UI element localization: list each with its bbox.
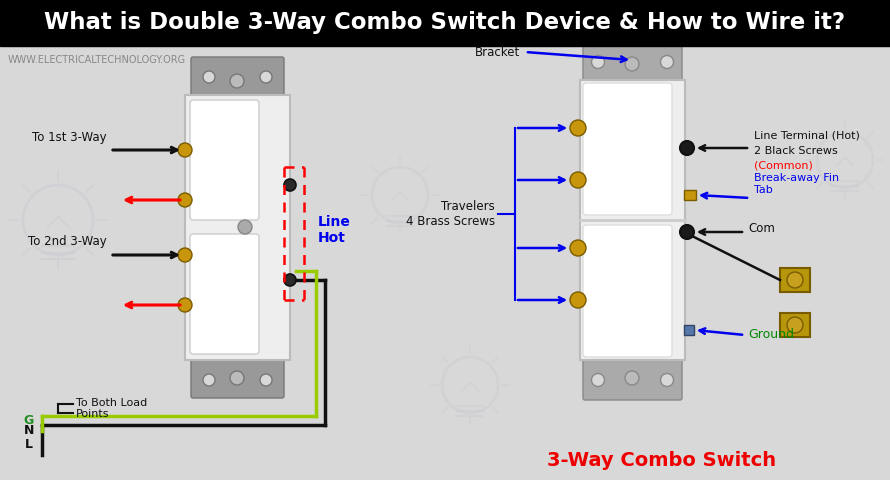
Text: (Common): (Common) xyxy=(754,161,813,171)
Circle shape xyxy=(660,373,674,386)
Text: Break-away Fin
Tab: Break-away Fin Tab xyxy=(754,173,839,195)
Bar xyxy=(185,95,290,360)
Circle shape xyxy=(203,71,215,83)
Circle shape xyxy=(230,74,244,88)
FancyBboxPatch shape xyxy=(583,225,672,357)
Circle shape xyxy=(570,172,586,188)
FancyBboxPatch shape xyxy=(190,100,259,220)
Text: WWW.ELECTRICALTECHNOLOGY.ORG: WWW.ELECTRICALTECHNOLOGY.ORG xyxy=(8,55,186,65)
Text: To 1st 3-Way: To 1st 3-Way xyxy=(32,131,107,144)
Text: Mounting
Bracket: Mounting Bracket xyxy=(465,31,520,59)
Circle shape xyxy=(787,317,803,333)
FancyBboxPatch shape xyxy=(583,83,672,215)
Circle shape xyxy=(284,179,296,191)
Circle shape xyxy=(178,143,192,157)
Circle shape xyxy=(260,71,272,83)
Circle shape xyxy=(178,193,192,207)
Circle shape xyxy=(260,374,272,386)
Text: Ground: Ground xyxy=(748,328,794,341)
FancyBboxPatch shape xyxy=(583,40,682,86)
Circle shape xyxy=(787,272,803,288)
Bar xyxy=(684,190,696,200)
Circle shape xyxy=(570,120,586,136)
Circle shape xyxy=(230,371,244,385)
Circle shape xyxy=(284,274,296,286)
Circle shape xyxy=(625,371,639,385)
Circle shape xyxy=(680,141,694,155)
FancyBboxPatch shape xyxy=(191,57,284,101)
Text: N: N xyxy=(24,423,34,436)
Circle shape xyxy=(178,298,192,312)
Circle shape xyxy=(680,225,694,239)
Bar xyxy=(0,0,890,46)
Text: To Both Load
Points: To Both Load Points xyxy=(76,398,147,420)
Bar xyxy=(780,313,810,337)
Text: Com: Com xyxy=(748,221,775,235)
Circle shape xyxy=(203,374,215,386)
Text: L: L xyxy=(25,439,33,452)
Bar xyxy=(580,80,685,360)
Circle shape xyxy=(570,240,586,256)
Circle shape xyxy=(660,56,674,69)
Circle shape xyxy=(178,248,192,262)
FancyBboxPatch shape xyxy=(191,354,284,398)
Circle shape xyxy=(592,56,604,69)
Text: Line Terminal (Hot): Line Terminal (Hot) xyxy=(754,131,860,141)
Text: 2 Black Screws: 2 Black Screws xyxy=(754,146,837,156)
Circle shape xyxy=(625,57,639,71)
Text: 3-Way Combo Switch: 3-Way Combo Switch xyxy=(547,451,777,469)
Text: To 2nd 3-Way: To 2nd 3-Way xyxy=(28,236,107,249)
Circle shape xyxy=(570,292,586,308)
Text: Travelers
4 Brass Screws: Travelers 4 Brass Screws xyxy=(406,200,495,228)
Circle shape xyxy=(238,220,252,234)
Text: Line
Hot: Line Hot xyxy=(318,215,351,245)
Circle shape xyxy=(592,373,604,386)
FancyBboxPatch shape xyxy=(190,234,259,354)
Bar xyxy=(780,268,810,292)
Bar xyxy=(684,325,694,335)
FancyBboxPatch shape xyxy=(583,354,682,400)
Text: G: G xyxy=(24,415,34,428)
Text: What is Double 3-Way Combo Switch Device & How to Wire it?: What is Double 3-Way Combo Switch Device… xyxy=(44,12,845,35)
